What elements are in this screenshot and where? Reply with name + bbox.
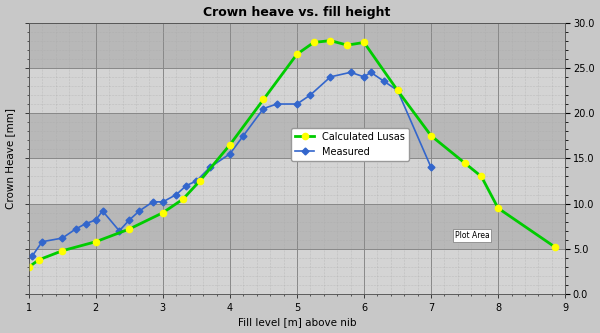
- Measured: [427, 166, 434, 169]
- Bar: [29, 159, 565, 204]
- Bar: [29, 68, 565, 113]
- Measured: [394, 89, 401, 93]
- Measured: [173, 192, 180, 196]
- Calculated Lusas: [394, 89, 401, 93]
- Calculated Lusas: [310, 40, 317, 44]
- Measured: [116, 229, 123, 233]
- Measured: [59, 236, 66, 240]
- Bar: [29, 113, 565, 159]
- Calculated Lusas: [494, 206, 502, 210]
- Bar: [29, 249, 565, 294]
- Measured: [293, 102, 301, 106]
- Measured: [273, 102, 280, 106]
- Measured: [193, 179, 200, 183]
- Measured: [361, 75, 368, 79]
- Calculated Lusas: [179, 197, 187, 201]
- Measured: [136, 209, 143, 213]
- Measured: [82, 221, 89, 225]
- Measured: [226, 152, 233, 156]
- Title: Crown heave vs. fill height: Crown heave vs. fill height: [203, 6, 391, 19]
- Calculated Lusas: [327, 39, 334, 43]
- Measured: [149, 200, 157, 204]
- Calculated Lusas: [427, 134, 434, 138]
- Measured: [347, 70, 354, 74]
- Calculated Lusas: [126, 227, 133, 231]
- Measured: [126, 218, 133, 222]
- Calculated Lusas: [59, 249, 66, 253]
- Measured: [99, 209, 106, 213]
- Calculated Lusas: [478, 174, 485, 178]
- X-axis label: Fill level [m] above nib: Fill level [m] above nib: [238, 317, 356, 327]
- Measured: [380, 79, 388, 83]
- Y-axis label: Crown Heave [mm]: Crown Heave [mm]: [5, 108, 16, 209]
- Calculated Lusas: [159, 211, 166, 215]
- Calculated Lusas: [35, 258, 43, 262]
- Calculated Lusas: [344, 43, 351, 47]
- Calculated Lusas: [293, 52, 301, 56]
- Calculated Lusas: [25, 265, 32, 269]
- Line: Measured: Measured: [29, 70, 434, 259]
- Calculated Lusas: [196, 179, 203, 183]
- Measured: [183, 183, 190, 187]
- Measured: [307, 93, 314, 97]
- Measured: [38, 240, 46, 244]
- Calculated Lusas: [92, 240, 100, 244]
- Text: Plot Area: Plot Area: [455, 231, 489, 240]
- Calculated Lusas: [361, 40, 368, 44]
- Measured: [260, 107, 267, 111]
- Measured: [206, 166, 214, 169]
- Calculated Lusas: [461, 161, 468, 165]
- Measured: [327, 75, 334, 79]
- Measured: [367, 70, 374, 74]
- Calculated Lusas: [551, 245, 559, 249]
- Calculated Lusas: [260, 98, 267, 102]
- Measured: [29, 254, 36, 258]
- Calculated Lusas: [226, 143, 233, 147]
- Measured: [92, 218, 100, 222]
- Bar: [29, 23, 565, 68]
- Measured: [159, 200, 166, 204]
- Measured: [240, 134, 247, 138]
- Legend: Calculated Lusas, Measured: Calculated Lusas, Measured: [291, 128, 409, 161]
- Line: Calculated Lusas: Calculated Lusas: [26, 38, 558, 270]
- Bar: [29, 204, 565, 249]
- Measured: [72, 227, 79, 231]
